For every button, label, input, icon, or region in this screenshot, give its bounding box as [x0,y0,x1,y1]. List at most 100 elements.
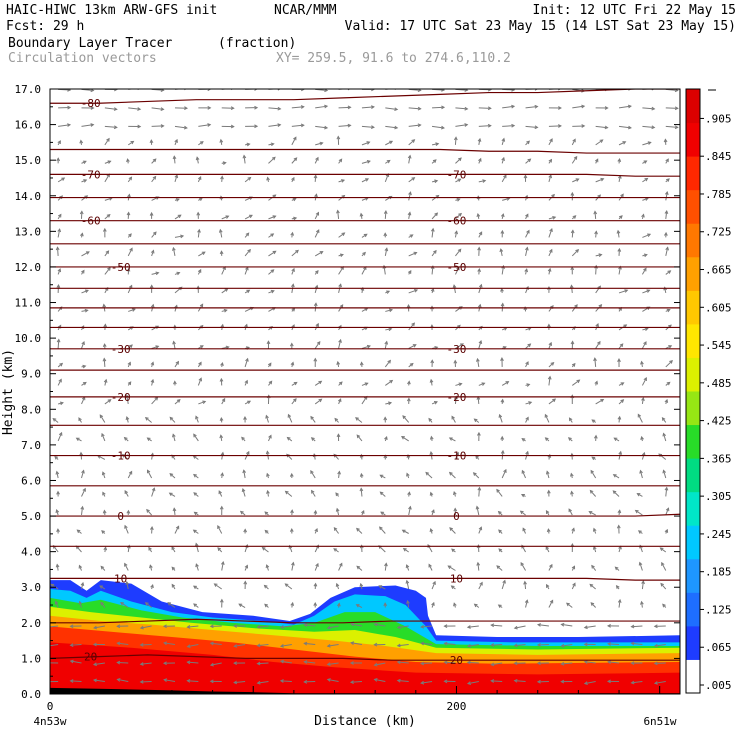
vector-arrow [256,643,269,648]
vector-arrow [637,413,643,423]
vector-arrow [245,124,259,129]
vector-arrow [595,177,605,183]
vector-arrow [349,680,362,684]
vector-arrow [406,397,411,404]
vector-arrow [498,548,503,553]
vector-arrow [172,340,176,349]
vector-arrow [313,509,318,516]
vector-arrow [335,507,340,516]
vector-arrow [639,469,643,479]
vector-arrow [642,160,648,164]
vector-arrow [473,603,480,608]
vector-arrow [128,124,142,129]
vector-arrow [186,660,199,665]
vector-arrow [213,583,223,590]
vector-arrow [490,623,503,628]
vector-arrow [81,269,85,275]
vector-arrow [431,249,437,257]
vector-arrow [618,104,632,109]
field-units: (fraction) [218,36,296,51]
vector-arrow [291,561,295,571]
vector-arrow [50,583,59,590]
vector-arrow [466,643,479,648]
vector-arrow [264,603,269,608]
vector-arrow [359,472,364,479]
colorbar-swatch [686,323,700,358]
vector-arrow [618,399,625,405]
vector-arrow [151,345,160,349]
vector-arrow [150,361,155,368]
vector-arrow [513,625,526,630]
vector-arrow [502,123,516,128]
vector-arrow [120,601,129,608]
vector-arrow [233,624,246,628]
vector-arrow [69,679,82,683]
vector-arrow [52,417,59,423]
org-label: NCAR/MMM [274,3,337,18]
vector-arrow [429,491,434,497]
vector-arrow [384,435,388,442]
vector-arrow [455,248,462,257]
contour-label: -20 [447,391,467,404]
vector-arrow [513,678,526,683]
vector-arrow [291,123,305,128]
vector-arrow [640,360,644,368]
vector-arrow [589,583,596,590]
vector-arrow [502,104,516,109]
vector-arrow [233,661,246,666]
colorbar-label: .725 [705,226,732,239]
vector-arrow [642,106,656,111]
vector-arrow [149,284,154,293]
vector-arrow [384,359,391,368]
vector-arrow [662,469,667,479]
vector-arrow [139,643,152,647]
vector-arrow [478,179,487,183]
vector-arrow [81,308,89,313]
vector-arrow [100,601,106,608]
vector-arrow [520,562,526,571]
vector-arrow [124,490,129,497]
vector-arrow [477,431,481,441]
vector-arrow [500,357,504,367]
vector-arrow [57,378,62,386]
vector-arrow [338,562,343,571]
vector-arrow [407,270,412,275]
vector-arrow [315,141,324,146]
vector-arrow [92,678,105,683]
vector-arrow [525,158,532,164]
vector-arrow [477,486,482,497]
vector-arrow [641,377,647,386]
vector-arrow [500,213,505,220]
y-tick-label: 0.0 [21,688,41,701]
vector-arrow [401,529,409,534]
vector-arrow [501,579,506,590]
vector-arrow [638,561,643,571]
vector-arrow [477,246,481,256]
vector-arrow [338,123,352,128]
vector-arrow [337,602,341,608]
vector-arrow [198,251,206,257]
vector-arrow [171,583,176,590]
vector-arrow [104,399,112,405]
vector-arrow [335,582,340,590]
vector-arrow [100,565,106,571]
vector-arrow [146,437,152,442]
colorbar-label: .365 [705,452,732,465]
vector-arrow [242,469,247,479]
vector-arrow [268,142,275,147]
vector-arrow [338,338,342,349]
vector-arrow [665,125,679,130]
vector-arrow [641,580,645,590]
vector-arrow [665,158,669,164]
vector-arrow [267,362,272,368]
vector-arrow [291,136,297,146]
vector-arrow [571,155,578,164]
vector-arrow [81,106,95,110]
vector-arrow [384,247,389,257]
vector-arrow [261,546,269,553]
vector-arrow [618,289,629,294]
vector-arrow [384,562,388,571]
vector-arrow [57,268,62,275]
vector-arrow [385,401,393,406]
